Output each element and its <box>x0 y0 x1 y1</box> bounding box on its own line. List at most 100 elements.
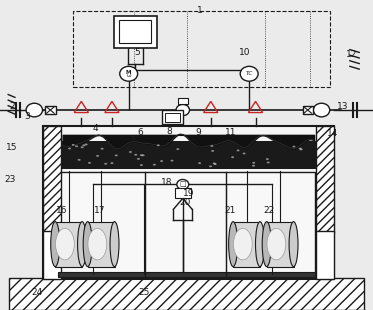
Ellipse shape <box>266 158 269 160</box>
Bar <box>267 222 294 267</box>
Text: 2: 2 <box>9 102 15 112</box>
Ellipse shape <box>110 162 113 164</box>
Ellipse shape <box>81 146 84 148</box>
Ellipse shape <box>198 162 201 164</box>
Text: 18: 18 <box>162 178 173 188</box>
Ellipse shape <box>233 228 252 260</box>
Bar <box>45 106 56 114</box>
Ellipse shape <box>170 160 173 162</box>
Text: □: □ <box>179 181 186 188</box>
Ellipse shape <box>289 222 298 267</box>
Ellipse shape <box>134 154 137 156</box>
Ellipse shape <box>256 222 264 267</box>
Ellipse shape <box>209 166 212 167</box>
Text: 6: 6 <box>137 128 143 137</box>
Ellipse shape <box>110 222 119 267</box>
Ellipse shape <box>229 222 238 267</box>
Ellipse shape <box>176 148 179 150</box>
Ellipse shape <box>140 164 143 166</box>
Bar <box>316 231 334 279</box>
Text: 24: 24 <box>31 288 42 298</box>
Ellipse shape <box>68 148 71 149</box>
Text: 9: 9 <box>195 128 201 137</box>
Ellipse shape <box>236 149 239 151</box>
Text: 12: 12 <box>346 50 357 59</box>
Bar <box>162 110 183 124</box>
Ellipse shape <box>142 154 145 156</box>
Ellipse shape <box>78 159 81 161</box>
Bar <box>61 141 316 169</box>
Text: 13: 13 <box>337 102 348 112</box>
Ellipse shape <box>72 144 75 146</box>
Ellipse shape <box>88 228 107 260</box>
Text: 5: 5 <box>134 48 140 57</box>
Text: 25: 25 <box>138 288 149 298</box>
Text: 20: 20 <box>179 197 190 207</box>
Bar <box>58 272 315 277</box>
Ellipse shape <box>267 228 286 260</box>
Ellipse shape <box>115 154 118 156</box>
Ellipse shape <box>96 155 99 157</box>
Text: 14: 14 <box>327 129 338 138</box>
Text: 7: 7 <box>129 136 135 145</box>
Text: 19: 19 <box>183 189 194 198</box>
Ellipse shape <box>140 154 143 156</box>
Text: TC: TC <box>245 71 253 76</box>
Ellipse shape <box>78 222 87 267</box>
Ellipse shape <box>214 163 217 165</box>
Bar <box>73 11 330 87</box>
Ellipse shape <box>153 164 156 166</box>
Circle shape <box>120 66 138 81</box>
Ellipse shape <box>242 153 245 154</box>
Ellipse shape <box>211 150 214 152</box>
Bar <box>55 222 82 267</box>
Circle shape <box>176 104 189 116</box>
Ellipse shape <box>51 222 60 267</box>
Text: 10: 10 <box>239 47 250 57</box>
Ellipse shape <box>157 144 160 146</box>
Bar <box>114 16 157 48</box>
Text: 22: 22 <box>264 206 275 215</box>
Ellipse shape <box>262 222 271 267</box>
Ellipse shape <box>88 162 91 164</box>
Bar <box>178 98 188 104</box>
Ellipse shape <box>83 222 92 267</box>
Ellipse shape <box>104 163 107 165</box>
Text: 3: 3 <box>24 112 30 121</box>
Text: 11: 11 <box>225 128 236 137</box>
Ellipse shape <box>252 162 255 164</box>
Ellipse shape <box>252 165 255 166</box>
Circle shape <box>240 66 258 81</box>
Ellipse shape <box>129 151 132 153</box>
Circle shape <box>313 103 330 117</box>
Ellipse shape <box>56 228 74 260</box>
Bar <box>316 126 334 232</box>
Bar <box>165 113 180 122</box>
Ellipse shape <box>210 145 213 147</box>
Text: 8: 8 <box>166 127 172 136</box>
Ellipse shape <box>300 148 303 150</box>
Text: 15: 15 <box>6 143 18 152</box>
Text: 16: 16 <box>56 206 67 215</box>
Ellipse shape <box>299 148 302 149</box>
Ellipse shape <box>231 156 234 158</box>
Bar <box>233 222 260 267</box>
Text: 23: 23 <box>5 175 16 184</box>
Text: 4: 4 <box>92 123 98 133</box>
Text: 21: 21 <box>225 206 236 215</box>
Bar <box>119 20 151 43</box>
Ellipse shape <box>85 144 88 145</box>
Ellipse shape <box>292 146 295 148</box>
Ellipse shape <box>160 160 163 162</box>
Bar <box>43 231 61 279</box>
Bar <box>303 106 313 114</box>
Text: 17: 17 <box>94 206 106 215</box>
Ellipse shape <box>101 148 104 150</box>
Circle shape <box>177 179 189 189</box>
Bar <box>43 126 61 232</box>
Text: M: M <box>126 70 131 75</box>
Bar <box>58 172 315 277</box>
Bar <box>88 222 115 267</box>
Circle shape <box>26 103 43 117</box>
Ellipse shape <box>137 158 140 160</box>
